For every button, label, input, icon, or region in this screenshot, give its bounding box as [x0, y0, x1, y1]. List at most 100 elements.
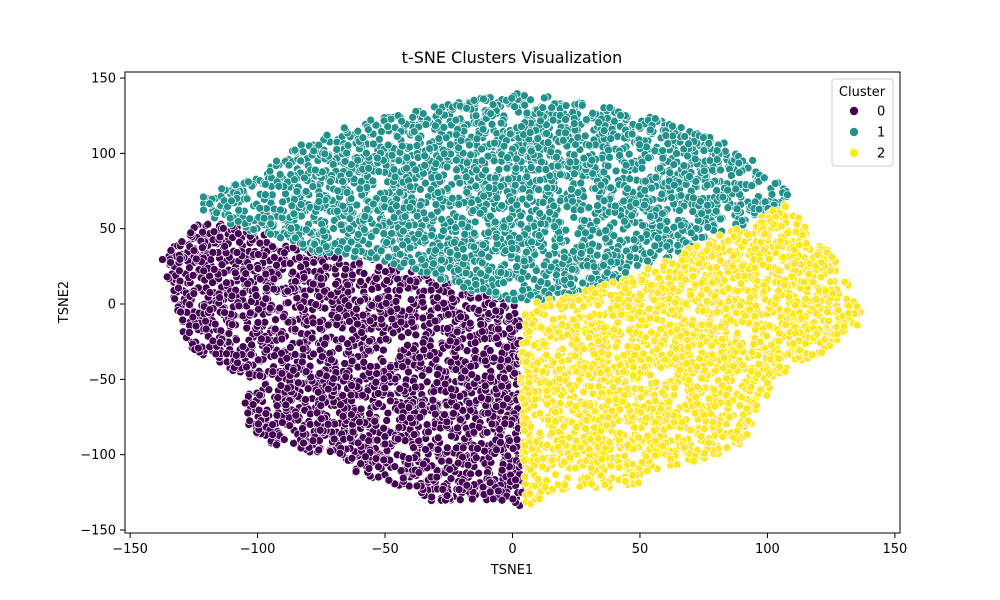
- point-cluster-1: [466, 150, 475, 160]
- point-cluster-0: [219, 224, 228, 233]
- point-cluster-0: [396, 317, 406, 327]
- point-cluster-1: [468, 206, 478, 216]
- point-cluster-1: [522, 108, 532, 118]
- point-cluster-0: [504, 312, 514, 321]
- point-cluster-1: [663, 139, 673, 149]
- point-cluster-1: [668, 121, 677, 131]
- point-cluster-1: [643, 256, 652, 266]
- point-cluster-0: [347, 410, 356, 419]
- point-cluster-1: [439, 226, 448, 235]
- point-cluster-0: [188, 271, 198, 280]
- point-cluster-1: [296, 156, 306, 166]
- point-cluster-0: [261, 409, 271, 418]
- point-cluster-1: [584, 203, 594, 212]
- point-cluster-1: [434, 107, 444, 117]
- point-cluster-1: [412, 211, 422, 221]
- point-cluster-0: [309, 258, 319, 267]
- point-cluster-1: [770, 179, 780, 188]
- point-cluster-0: [278, 418, 287, 427]
- point-cluster-1: [517, 122, 526, 131]
- point-cluster-0: [166, 246, 176, 255]
- point-cluster-0: [505, 436, 514, 445]
- point-cluster-1: [511, 163, 521, 173]
- point-cluster-0: [308, 436, 318, 446]
- point-cluster-0: [406, 295, 416, 305]
- point-cluster-1: [615, 150, 624, 160]
- point-cluster-0: [341, 372, 351, 382]
- point-cluster-0: [379, 423, 388, 433]
- point-cluster-0: [253, 250, 263, 259]
- point-cluster-0: [405, 413, 415, 423]
- point-cluster-0: [432, 472, 442, 482]
- point-cluster-0: [198, 227, 207, 237]
- point-cluster-1: [284, 160, 294, 170]
- point-cluster-1: [767, 189, 777, 199]
- point-cluster-0: [502, 342, 512, 352]
- point-cluster-0: [224, 329, 234, 338]
- point-cluster-1: [655, 163, 665, 173]
- point-cluster-0: [308, 279, 318, 289]
- point-cluster-0: [358, 390, 367, 400]
- point-cluster-0: [365, 316, 375, 326]
- point-cluster-1: [546, 147, 556, 157]
- point-cluster-0: [331, 279, 341, 289]
- point-cluster-1: [478, 240, 488, 250]
- point-cluster-0: [238, 288, 248, 298]
- point-cluster-0: [464, 398, 474, 408]
- point-cluster-0: [254, 304, 263, 314]
- point-cluster-1: [616, 111, 625, 120]
- point-cluster-1: [573, 229, 583, 239]
- point-cluster-0: [347, 453, 357, 463]
- point-cluster-1: [245, 214, 255, 224]
- point-cluster-0: [478, 482, 488, 492]
- point-cluster-0: [384, 475, 394, 485]
- point-cluster-0: [373, 389, 383, 398]
- point-cluster-0: [432, 378, 442, 387]
- point-cluster-0: [174, 283, 183, 293]
- point-cluster-0: [311, 300, 321, 309]
- point-cluster-0: [309, 349, 318, 359]
- point-cluster-0: [383, 408, 393, 418]
- point-cluster-0: [483, 408, 493, 418]
- point-cluster-0: [386, 396, 395, 406]
- point-cluster-0: [493, 324, 503, 334]
- point-cluster-0: [298, 344, 308, 354]
- point-cluster-0: [443, 324, 452, 333]
- point-cluster-0: [288, 243, 298, 253]
- point-cluster-1: [483, 151, 493, 161]
- point-cluster-0: [323, 419, 333, 429]
- point-cluster-0: [492, 445, 501, 455]
- point-cluster-0: [365, 409, 374, 419]
- point-cluster-0: [480, 381, 490, 391]
- point-cluster-1: [345, 214, 355, 224]
- point-cluster-0: [494, 486, 503, 496]
- point-cluster-1: [417, 255, 426, 264]
- point-cluster-0: [261, 294, 271, 304]
- point-cluster-0: [298, 424, 307, 433]
- point-cluster-0: [291, 410, 301, 420]
- point-cluster-1: [519, 256, 529, 266]
- point-cluster-1: [261, 180, 270, 189]
- point-cluster-1: [205, 199, 214, 208]
- point-cluster-0: [247, 340, 256, 350]
- point-cluster-0: [185, 263, 194, 273]
- point-cluster-0: [433, 433, 443, 443]
- point-cluster-1: [353, 230, 363, 239]
- point-cluster-1: [322, 130, 332, 140]
- point-cluster-1: [571, 140, 580, 149]
- point-cluster-0: [232, 248, 242, 257]
- point-cluster-0: [186, 228, 196, 238]
- point-cluster-1: [703, 222, 713, 232]
- point-cluster-0: [455, 495, 465, 505]
- point-cluster-0: [345, 317, 354, 326]
- point-cluster-0: [367, 284, 377, 294]
- point-cluster-1: [611, 166, 621, 176]
- point-cluster-1: [503, 174, 513, 184]
- point-cluster-0: [470, 346, 480, 356]
- point-cluster-1: [234, 205, 244, 215]
- point-cluster-0: [487, 419, 497, 429]
- point-cluster-0: [398, 473, 408, 483]
- point-cluster-0: [166, 258, 175, 267]
